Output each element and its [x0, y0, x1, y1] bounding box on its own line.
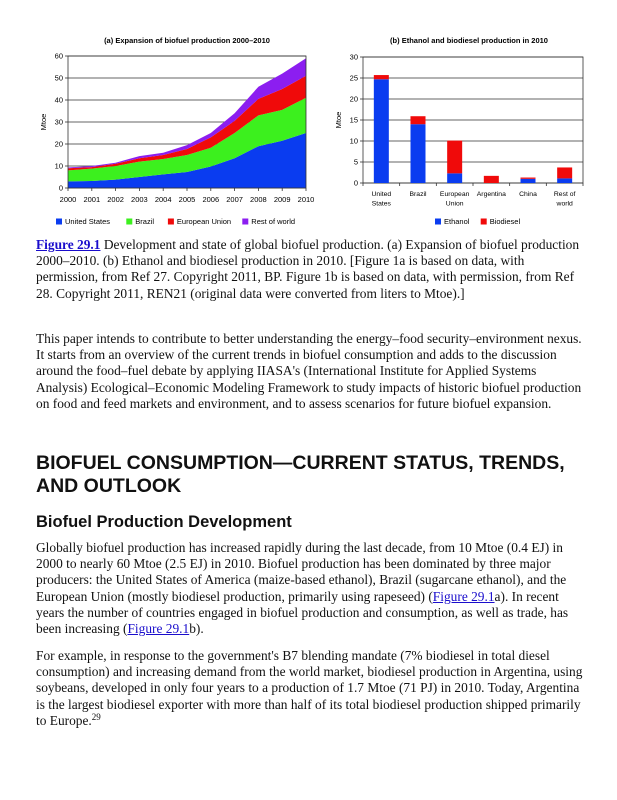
x-tick-label: 2010: [298, 195, 315, 204]
x-tick-label: 2000: [60, 195, 77, 204]
area-european-union: [68, 75, 306, 171]
paragraph-text: a). In recent years the number of countr…: [36, 588, 569, 637]
chart-title: (a) Expansion of biofuel production 2000…: [104, 36, 270, 45]
legend-swatch: [167, 218, 174, 225]
bar-biodiesel: [447, 140, 463, 174]
caption-text: Development and state of global biofuel …: [36, 237, 580, 301]
bar-ethanol: [520, 178, 536, 183]
paragraph-text: Globally biofuel production has increase…: [36, 540, 567, 604]
bar-ethanol: [557, 178, 573, 183]
y-axis-label: Mtoe: [39, 114, 48, 131]
area-united-states: [68, 133, 306, 188]
chart-title: (b) Ethanol and biodiesel production in …: [390, 36, 548, 45]
figure-link[interactable]: Figure 29.1: [127, 621, 190, 637]
area-brazil: [68, 97, 306, 182]
paragraph-text: For example, in response to the governme…: [36, 648, 583, 728]
y-tick-label: 0: [354, 179, 358, 188]
legend-swatch: [242, 218, 249, 225]
x-tick-label: 2007: [226, 195, 243, 204]
bar-biodiesel: [410, 116, 426, 125]
bar-ethanol: [447, 173, 463, 183]
legend-label: European Union: [177, 217, 231, 226]
y-tick-label: 10: [55, 162, 63, 171]
y-tick-label: 15: [350, 116, 358, 125]
legend-label: Brazil: [135, 217, 154, 226]
bar-biodiesel: [520, 177, 536, 179]
x-tick-label: United: [372, 191, 392, 198]
y-tick-label: 50: [55, 74, 63, 83]
bar-biodiesel: [483, 175, 499, 183]
y-tick-label: 25: [350, 74, 358, 83]
legend-label: Biodiesel: [490, 217, 521, 226]
x-tick-label: 2006: [202, 195, 219, 204]
reference-superscript: 29: [91, 711, 101, 722]
x-tick-label: 2008: [250, 195, 267, 204]
paragraph-text: b).: [189, 621, 204, 637]
y-tick-label: 60: [55, 52, 63, 61]
legend-swatch: [56, 218, 62, 225]
figure-link[interactable]: Figure 29.1: [432, 588, 495, 604]
x-tick-label: Argentina: [477, 191, 506, 198]
y-tick-label: 40: [55, 96, 63, 105]
x-tick-label: Brazil: [410, 191, 427, 198]
y-tick-label: 5: [354, 158, 358, 167]
legend-swatch: [126, 218, 133, 225]
x-tick-label: world: [556, 201, 573, 208]
x-tick-label: States: [372, 201, 392, 208]
y-tick-label: 30: [55, 118, 63, 127]
legend-label: United States: [65, 217, 110, 226]
x-tick-label: 2002: [107, 195, 124, 204]
x-tick-label: 2009: [274, 195, 291, 204]
legend-swatch: [435, 218, 441, 225]
area-rest-of-world: [68, 58, 306, 169]
legend-label: Rest of world: [251, 217, 295, 226]
section-heading: BIOFUEL CONSUMPTION—CURRENT STATUS, TREN…: [36, 452, 565, 497]
y-axis-label: Mtoe: [334, 112, 343, 129]
figure-caption: Figure 29.1 Development and state of glo…: [36, 237, 586, 302]
legend-swatch: [480, 218, 487, 225]
intro-paragraph: This paper intends to contribute to bett…: [36, 331, 582, 411]
y-tick-label: 20: [55, 140, 63, 149]
y-tick-label: 30: [350, 53, 358, 62]
x-tick-label: 2001: [83, 195, 100, 204]
x-tick-label: China: [519, 191, 537, 198]
figure-link[interactable]: Figure 29.1: [36, 237, 101, 252]
bar-ethanol: [373, 79, 389, 183]
x-tick-label: 2003: [131, 195, 148, 204]
y-tick-label: 0: [59, 184, 63, 193]
x-tick-label: 2005: [179, 195, 196, 204]
paragraph-argentina: For example, in response to the governme…: [36, 648, 586, 729]
paragraph-production: Globally biofuel production has increase…: [36, 540, 586, 637]
y-tick-label: 10: [350, 137, 358, 146]
legend-label: Ethanol: [444, 217, 470, 226]
figure-29-1: (a) Expansion of biofuel production 2000…: [39, 36, 584, 226]
subsection-heading: Biofuel Production Development: [36, 513, 292, 531]
x-tick-label: 2004: [155, 195, 172, 204]
x-tick-label: European: [440, 191, 470, 198]
bar-biodiesel: [557, 167, 573, 179]
y-tick-label: 20: [350, 95, 358, 104]
x-tick-label: Rest of: [554, 191, 576, 198]
x-tick-label: Union: [446, 201, 464, 208]
bar-biodiesel: [373, 75, 389, 80]
bar-ethanol: [410, 124, 426, 183]
